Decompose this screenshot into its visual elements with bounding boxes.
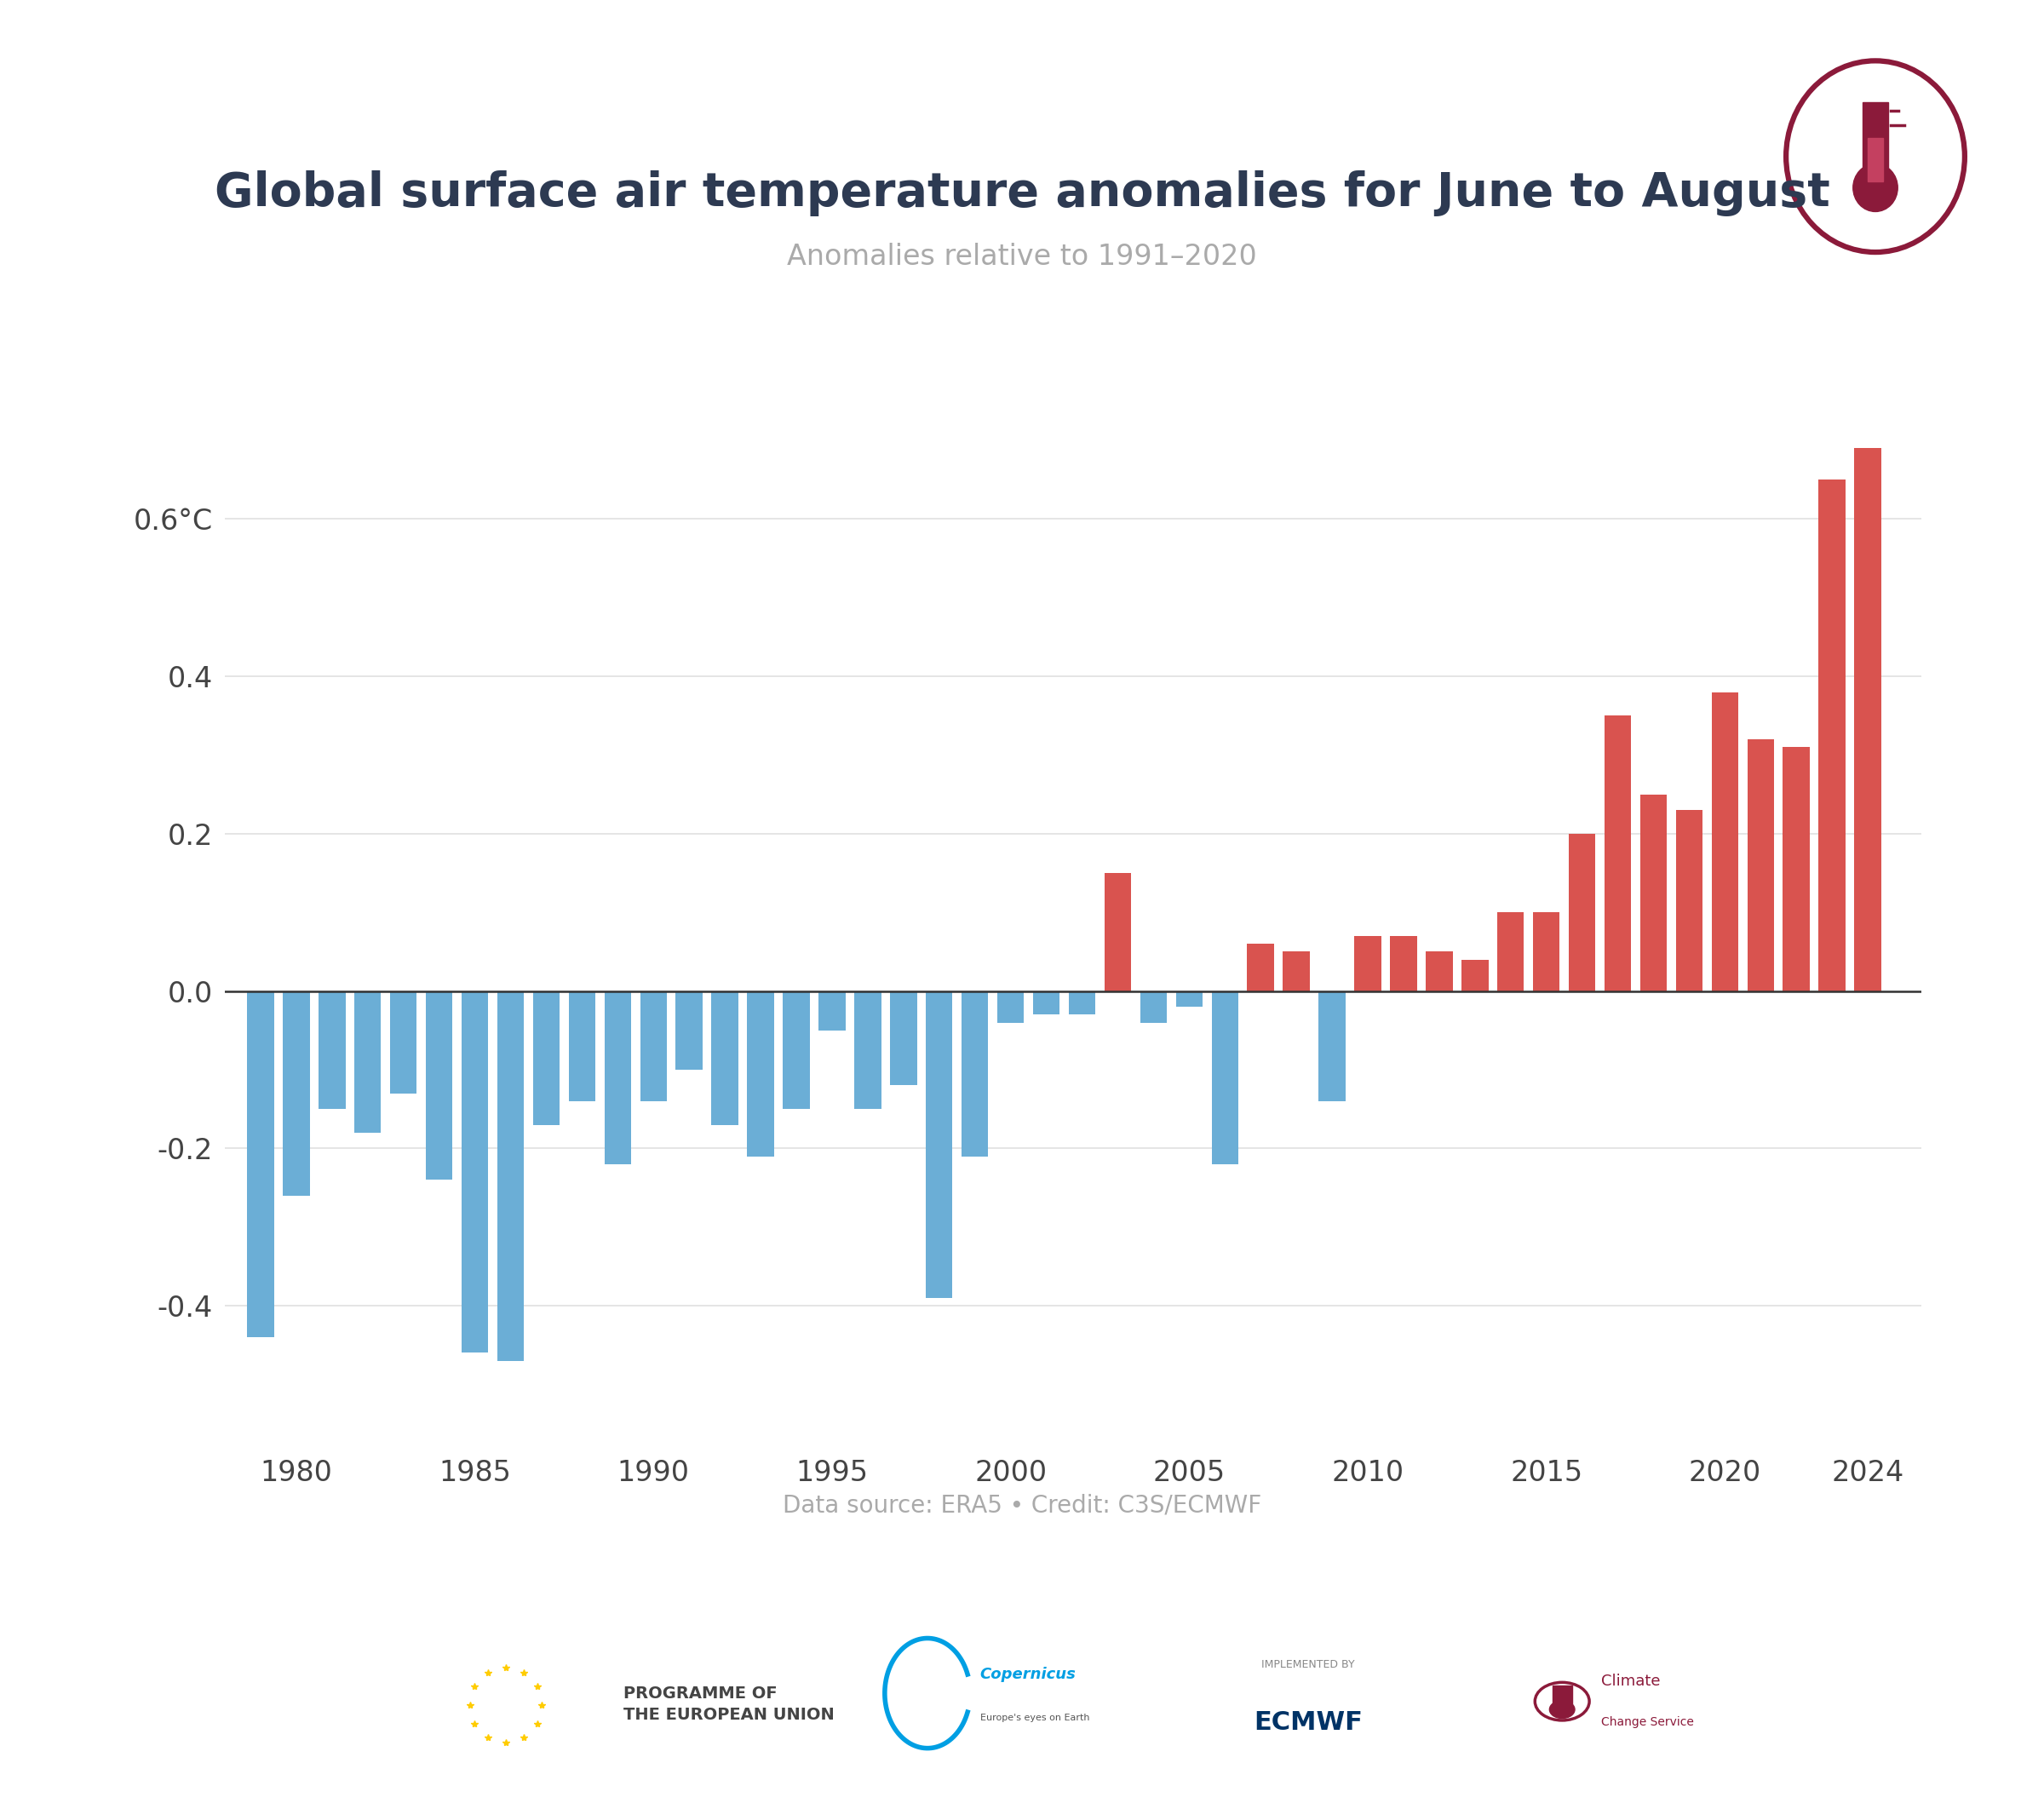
Bar [319,991,345,1109]
Bar [1141,991,1167,1022]
Bar [1175,991,1202,1008]
Bar [783,991,809,1109]
Bar [1676,810,1703,991]
Text: Climate: Climate [1600,1673,1660,1688]
Bar [1782,747,1809,991]
Circle shape [1854,165,1897,212]
Bar [640,991,666,1102]
Text: Anomalies relative to 1991–2020: Anomalies relative to 1991–2020 [787,242,1257,271]
Bar [1553,1686,1572,1704]
Bar [677,991,703,1069]
Bar [1748,740,1774,991]
Bar [711,991,738,1125]
Bar [1711,693,1737,991]
Bar [997,991,1024,1022]
Bar [1868,137,1883,181]
Bar [854,991,881,1109]
Bar [1104,874,1130,991]
Text: IMPLEMENTED BY: IMPLEMENTED BY [1261,1659,1355,1670]
Circle shape [1549,1700,1574,1719]
Text: Copernicus: Copernicus [979,1666,1075,1682]
Bar [1819,479,1846,991]
Bar [1427,952,1453,991]
Bar [1318,991,1345,1102]
Bar [820,991,846,1031]
Text: PROGRAMME OF
THE EUROPEAN UNION: PROGRAMME OF THE EUROPEAN UNION [623,1686,834,1722]
Bar [568,991,595,1102]
Bar [1032,991,1059,1015]
Text: Change Service: Change Service [1600,1715,1694,1728]
Bar [1862,103,1889,181]
Bar [961,991,989,1156]
Text: Europe's eyes on Earth: Europe's eyes on Earth [979,1713,1089,1722]
Bar [1533,912,1560,991]
Text: Global surface air temperature anomalies for June to August: Global surface air temperature anomalies… [215,170,1829,217]
Bar [926,991,953,1297]
Bar [1496,912,1525,991]
Bar [1461,959,1488,991]
Bar [889,991,918,1085]
Bar [247,991,274,1337]
Bar [425,991,452,1179]
Bar [390,991,417,1093]
Bar [1069,991,1096,1015]
Bar [1212,991,1239,1163]
Bar [1568,834,1596,991]
Bar [497,991,523,1360]
Bar [605,991,632,1163]
Text: ECMWF: ECMWF [1253,1710,1363,1735]
Bar [1284,952,1310,991]
Bar [1390,935,1416,991]
Bar [533,991,560,1125]
Bar [462,991,489,1353]
Bar [1854,449,1880,991]
Bar [282,991,311,1196]
Bar [1355,935,1382,991]
Text: Data source: ERA5 • Credit: C3S/ECMWF: Data source: ERA5 • Credit: C3S/ECMWF [783,1492,1261,1518]
Bar [1605,716,1631,991]
Bar [1247,944,1273,991]
Bar [748,991,775,1156]
Bar [354,991,380,1132]
Bar [1639,794,1668,991]
